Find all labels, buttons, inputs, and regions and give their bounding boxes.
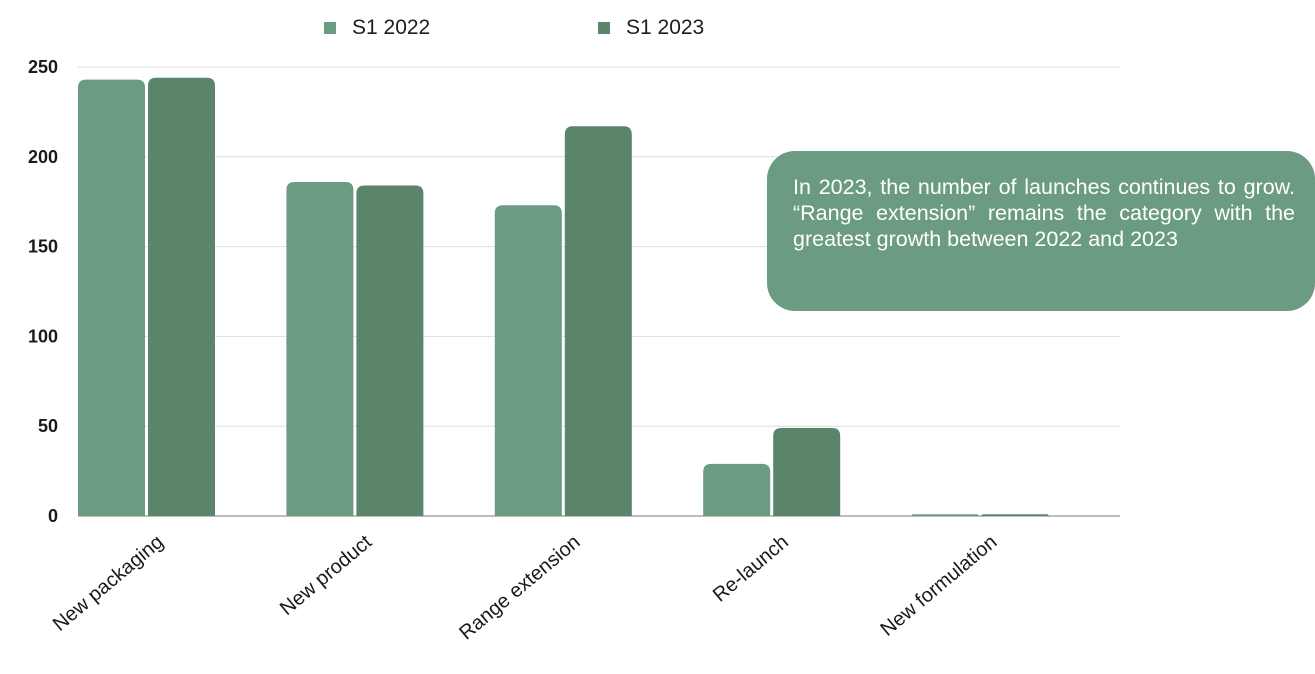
y-tick-label-0: 0 [48, 506, 58, 526]
bar-new-packaging-s1-2023 [148, 77, 215, 516]
y-tick-label-50: 50 [38, 416, 58, 436]
y-axis-ticks: 0 50 100 150 200 250 [28, 57, 58, 526]
bar-new-product-s1-2022 [286, 181, 354, 516]
legend-label-s1-2023: S1 2023 [626, 16, 705, 39]
bar-new-formulation-s1-2022 [911, 514, 979, 516]
bar-re-launch-s1-2023 [773, 427, 841, 516]
x-tick-label-new-packaging: New packaging [49, 531, 168, 636]
legend: S1 2022 S1 2023 [0, 16, 1315, 42]
annotation-text: In 2023, the number of launches continue… [793, 175, 1295, 251]
bar-new-product-s1-2023 [356, 185, 424, 516]
legend-label-s1-2022: S1 2022 [352, 16, 431, 39]
y-tick-label-150: 150 [28, 237, 58, 257]
x-tick-label-range-extension: Range extension [455, 531, 584, 644]
y-tick-label-200: 200 [28, 147, 58, 167]
bars [78, 77, 1049, 517]
bar-range-extension-s1-2023 [564, 126, 632, 516]
legend-swatch-s1-2023 [598, 22, 610, 34]
y-tick-label-100: 100 [28, 326, 58, 346]
bar-new-packaging-s1-2022 [78, 79, 145, 517]
bar-range-extension-s1-2022 [494, 205, 562, 517]
x-axis-labels: New packaging New product Range extension R… [49, 531, 1001, 645]
y-tick-label-250: 250 [28, 57, 58, 77]
legend-item-s1-2022: S1 2022 [324, 16, 430, 40]
legend-swatch-s1-2022 [324, 22, 336, 34]
bar-new-formulation-s1-2023 [981, 514, 1049, 516]
legend-item-s1-2023: S1 2023 [598, 16, 704, 40]
x-tick-label-new-formulation: New formulation [876, 531, 1001, 641]
x-tick-label-new-product: New product [276, 531, 376, 620]
bar-re-launch-s1-2022 [703, 463, 771, 516]
x-tick-label-re-launch: Re-launch [709, 531, 793, 606]
annotation-callout: In 2023, the number of launches continue… [767, 151, 1315, 311]
